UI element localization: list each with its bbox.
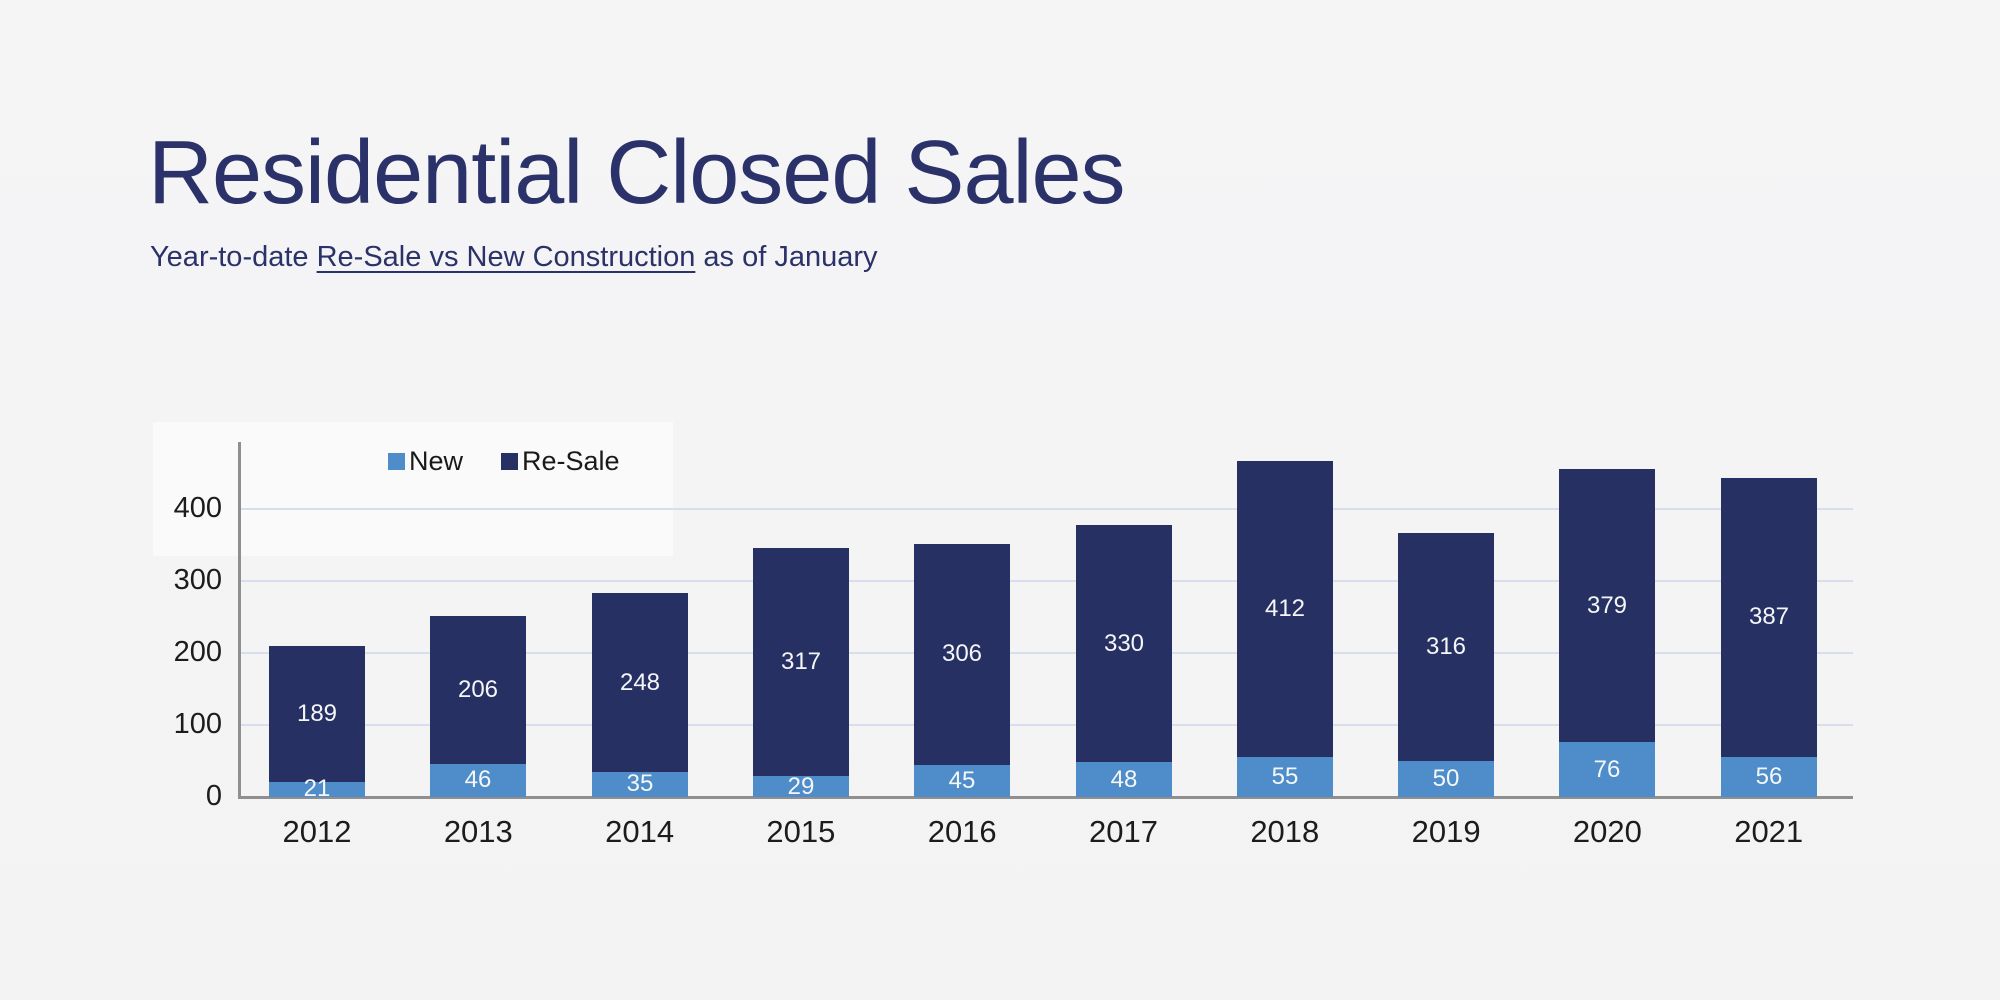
subtitle-underlined-link: Re-Sale vs New Construction [316, 241, 696, 273]
legend-label-new: New [409, 446, 464, 476]
bar-value-new-2014: 35 [626, 770, 654, 798]
x-axis-line [238, 796, 1853, 799]
subtitle-prefix: Year-to-date [150, 241, 317, 273]
bar-segment-resale-2018: 412 [1237, 460, 1333, 758]
y-axis-tick-0: 0 [205, 780, 222, 812]
bar-segment-resale-2015: 317 [753, 547, 849, 777]
gridline-100 [238, 724, 1853, 726]
bar-value-new-2021: 56 [1755, 762, 1783, 790]
bar-value-resale-2014: 248 [619, 668, 661, 696]
bar-segment-resale-2014: 248 [592, 593, 688, 772]
bar-segment-new-2016: 45 [914, 764, 1010, 797]
bar-value-new-2013: 46 [464, 766, 492, 794]
y-axis-tick-300: 300 [173, 564, 222, 596]
x-axis-label-2021: 2021 [1734, 814, 1804, 849]
bar-segment-resale-2021: 387 [1721, 478, 1817, 757]
bar-segment-new-2017: 48 [1076, 762, 1172, 797]
bar-value-resale-2018: 412 [1264, 595, 1306, 623]
bar-segment-resale-2017: 330 [1076, 524, 1172, 763]
legend-swatch-resale [501, 453, 519, 470]
bar-value-resale-2017: 330 [1103, 629, 1145, 657]
subtitle-suffix: as of January [695, 241, 878, 273]
bar-value-resale-2015: 317 [780, 647, 822, 675]
bar-segment-resale-2013: 206 [430, 615, 526, 764]
page-subtitle: Year-to-date Re-Sale vs New Construction… [150, 241, 878, 274]
bar-segment-new-2019: 50 [1398, 761, 1494, 797]
x-axis-label-2017: 2017 [1089, 814, 1158, 849]
y-axis-tick-400: 400 [173, 492, 222, 524]
bar-segment-resale-2012: 189 [269, 645, 365, 782]
bar-segment-new-2012: 21 [269, 777, 365, 801]
bar-value-new-2017: 48 [1110, 765, 1138, 793]
bar-segment-new-2021: 56 [1721, 756, 1817, 797]
x-axis-label-2013: 2013 [443, 814, 513, 849]
bar-segment-new-2020: 76 [1559, 742, 1655, 797]
bar-segment-resale-2019: 316 [1398, 533, 1494, 761]
x-axis-label-2020: 2020 [1572, 814, 1642, 849]
bar-value-new-2018: 55 [1271, 763, 1299, 791]
bar-segment-resale-2020: 379 [1559, 469, 1655, 743]
legend-item-resale: Re-Sale [501, 446, 620, 477]
bar-segment-new-2014: 35 [592, 770, 688, 798]
legend-label-resale: Re-Sale [522, 446, 620, 476]
bar-value-resale-2013: 206 [457, 675, 499, 703]
x-axis-label-2016: 2016 [927, 814, 997, 849]
bar-segment-new-2018: 55 [1237, 757, 1333, 797]
x-axis-label-2012: 2012 [282, 814, 352, 849]
bar-value-resale-2019: 316 [1425, 633, 1467, 661]
bar-segment-new-2015: 29 [753, 772, 849, 800]
bar-value-resale-2016: 306 [941, 640, 983, 668]
x-axis-label-2018: 2018 [1250, 814, 1320, 849]
bar-value-resale-2021: 387 [1748, 603, 1790, 631]
gridline-300 [238, 580, 1853, 582]
y-axis-line [238, 442, 241, 797]
page-title: Residential Closed Sales [148, 123, 1126, 223]
bar-value-new-2020: 76 [1593, 755, 1621, 783]
bar-value-new-2019: 50 [1432, 765, 1460, 792]
x-axis-label-2015: 2015 [766, 814, 836, 849]
bar-value-new-2015: 29 [787, 772, 815, 800]
chart-legend: New Re-Sale [388, 446, 620, 477]
bar-value-new-2012: 21 [303, 775, 331, 803]
y-axis-tick-200: 200 [173, 636, 222, 668]
bar-segment-resale-2016: 306 [914, 544, 1010, 765]
bar-value-new-2016: 45 [948, 766, 976, 794]
y-axis-tick-100: 100 [173, 708, 222, 740]
x-axis-label-2019: 2019 [1411, 814, 1481, 849]
legend-swatch-new [388, 453, 405, 470]
bar-segment-new-2013: 46 [430, 763, 526, 797]
bar-value-resale-2012: 189 [296, 699, 338, 727]
gridline-400 [238, 508, 1853, 510]
legend-item-new: New [388, 446, 463, 477]
bar-value-resale-2020: 379 [1586, 591, 1628, 619]
x-axis-label-2014: 2014 [605, 814, 675, 849]
gridline-200 [238, 652, 1853, 654]
